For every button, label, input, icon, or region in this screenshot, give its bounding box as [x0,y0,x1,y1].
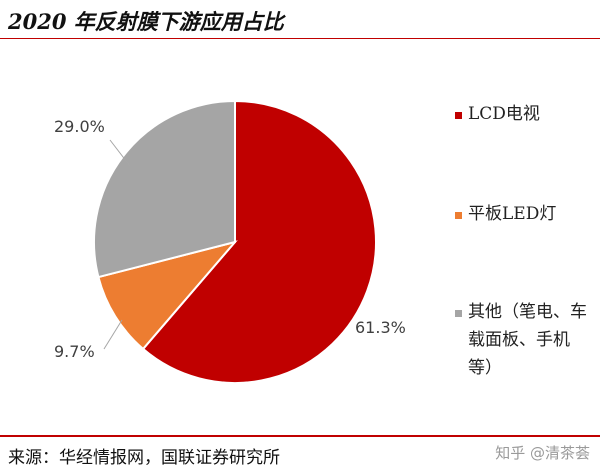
pie-chart: 61.3% 9.7% 29.0% [54,99,406,384]
legend-label-lcd-tv: LCD电视 [468,104,540,124]
chart-title: 2020 年反射膜下游应用占比 [8,9,284,34]
pie-slice-other [93,99,236,279]
source-note: 来源：华经情报网，国联证券研究所 [8,448,280,468]
leader-line-other [109,139,131,167]
legend-swatch-lcd-tv [455,112,462,119]
leader-line-panel-led-lamp [103,319,123,350]
legend-swatch-panel-led-lamp [455,212,462,219]
legend-item-panel-led-lamp: 平板LED灯 [455,200,595,228]
legend-item-other: 其他（笔电、车载面板、手机等） [455,298,595,382]
legend-label-panel-led-lamp: 平板LED灯 [468,204,557,224]
data-label-other: 29.0% [54,117,105,136]
data-label-lcd-tv: 61.3% [355,318,406,337]
data-label-panel-led-lamp: 9.7% [54,342,95,361]
footer-divider [0,435,600,437]
legend-label-other: 其他（笔电、车载面板、手机等） [468,302,587,378]
legend-swatch-other [455,310,462,317]
watermark: 知乎 @清茶荟 [495,444,590,462]
pie-slice-lcd-tv [141,99,377,384]
legend-item-lcd-tv: LCD电视 [455,100,595,128]
title-divider [0,38,600,39]
